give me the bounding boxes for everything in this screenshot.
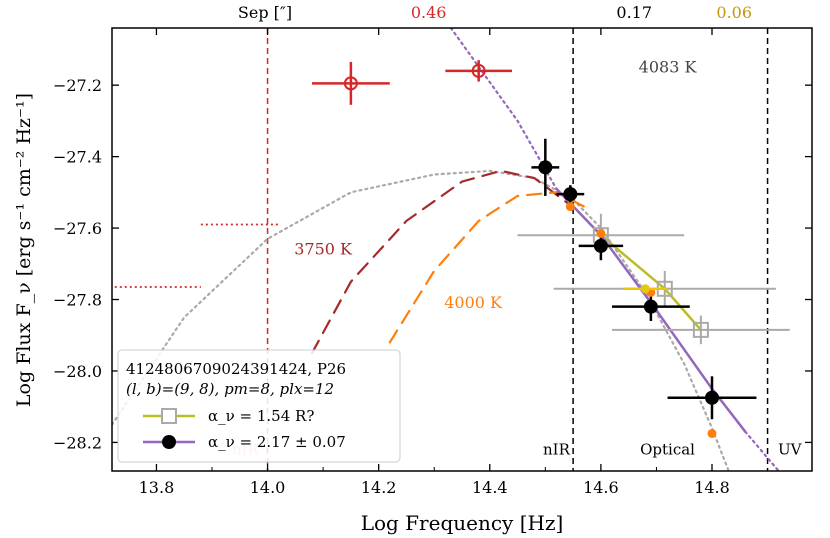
legend: 4124806709024391424, P26 (l, b)=(9, 8), … — [117, 349, 401, 463]
point-orange_points-1 — [596, 228, 606, 238]
x-axis-label: Log Frequency [Hz] — [361, 511, 564, 535]
point-black_points-3 — [643, 299, 658, 314]
y-axis-label: Log Flux F_ν [erg s⁻¹ cm⁻² Hz⁻¹] — [13, 93, 35, 407]
legend-label-1: α_ν = 1.54 R? — [208, 407, 314, 425]
point-yellow_points-0 — [640, 284, 650, 294]
point-black_points-4 — [705, 390, 719, 405]
y-tick-label-4: −28.0 — [53, 362, 102, 381]
y-tick-label-2: −27.6 — [53, 219, 102, 238]
top-axis-label-0: 0.46 — [411, 3, 447, 22]
y-tick-label-5: −28.2 — [53, 433, 102, 452]
x-tick-label-5: 14.8 — [694, 478, 730, 497]
y-tick-label-0: −27.2 — [53, 76, 102, 95]
blackbody-labels: 4083 K 3750 K 4000 K — [294, 57, 697, 312]
plot-content: nIR — [112, 28, 790, 471]
line-fit_alpha_2.17_ext_low — [449, 28, 558, 190]
region-label-1: Optical — [640, 441, 695, 459]
region-label-0: nIR — [543, 441, 571, 459]
legend-title-line2: (l, b)=(9, 8), pm=8, plx=12 — [126, 380, 334, 398]
point-black_points-1 — [563, 187, 578, 202]
y-tick-label-1: −27.4 — [53, 148, 102, 167]
axes-frame — [111, 27, 813, 472]
legend-title-line1: 4124806709024391424, P26 — [126, 360, 346, 378]
point-black_points-2 — [593, 238, 608, 253]
x-tick-label-3: 14.4 — [472, 478, 508, 497]
line-fit_alpha_2.17_ext_high — [744, 430, 780, 471]
legend-label-2: α_ν = 2.17 ± 0.07 — [208, 433, 346, 451]
region-labels: nIR Optical UV — [543, 441, 803, 459]
top-axis-labels: 0.46 0.17 0.06 — [411, 3, 752, 22]
y-tick-label-3: −27.8 — [53, 291, 102, 310]
line-bb_3750K — [310, 169, 569, 355]
x-tick-label-0: 13.8 — [139, 478, 175, 497]
bb-label-2: 4000 K — [444, 293, 503, 312]
point-orange_points-0 — [565, 202, 575, 212]
point-red_points-1 — [471, 63, 486, 78]
x-tick-label-2: 14.2 — [361, 478, 397, 497]
bb-label-0: 4083 K — [639, 57, 698, 76]
line-bb_4000K — [388, 191, 586, 344]
top-axis-label-1: 0.17 — [616, 3, 652, 22]
legend-marker-2 — [162, 435, 176, 449]
plot-area: nIR — [112, 28, 790, 471]
legend-marker-1 — [161, 408, 177, 424]
bb-label-1: 3750 K — [294, 240, 353, 259]
point-grey_squares-2 — [692, 321, 709, 338]
top-axis-title: Sep [″] — [238, 3, 292, 22]
line-bb_4083K — [112, 169, 730, 471]
point-orange_points-3 — [707, 428, 717, 438]
x-tick-label-4: 14.6 — [583, 478, 619, 497]
point-red_points-0 — [343, 76, 358, 91]
legend-box — [117, 349, 401, 463]
x-tick-label-1: 14.0 — [250, 478, 286, 497]
region-label-2: UV — [778, 441, 803, 459]
point-black_points-0 — [538, 160, 553, 175]
top-axis-label-2: 0.06 — [716, 3, 752, 22]
axis-ticks: 13.8 14.0 14.2 14.4 14.6 14.8 −27.2 −27.4 −27.6 −… — [53, 28, 812, 497]
